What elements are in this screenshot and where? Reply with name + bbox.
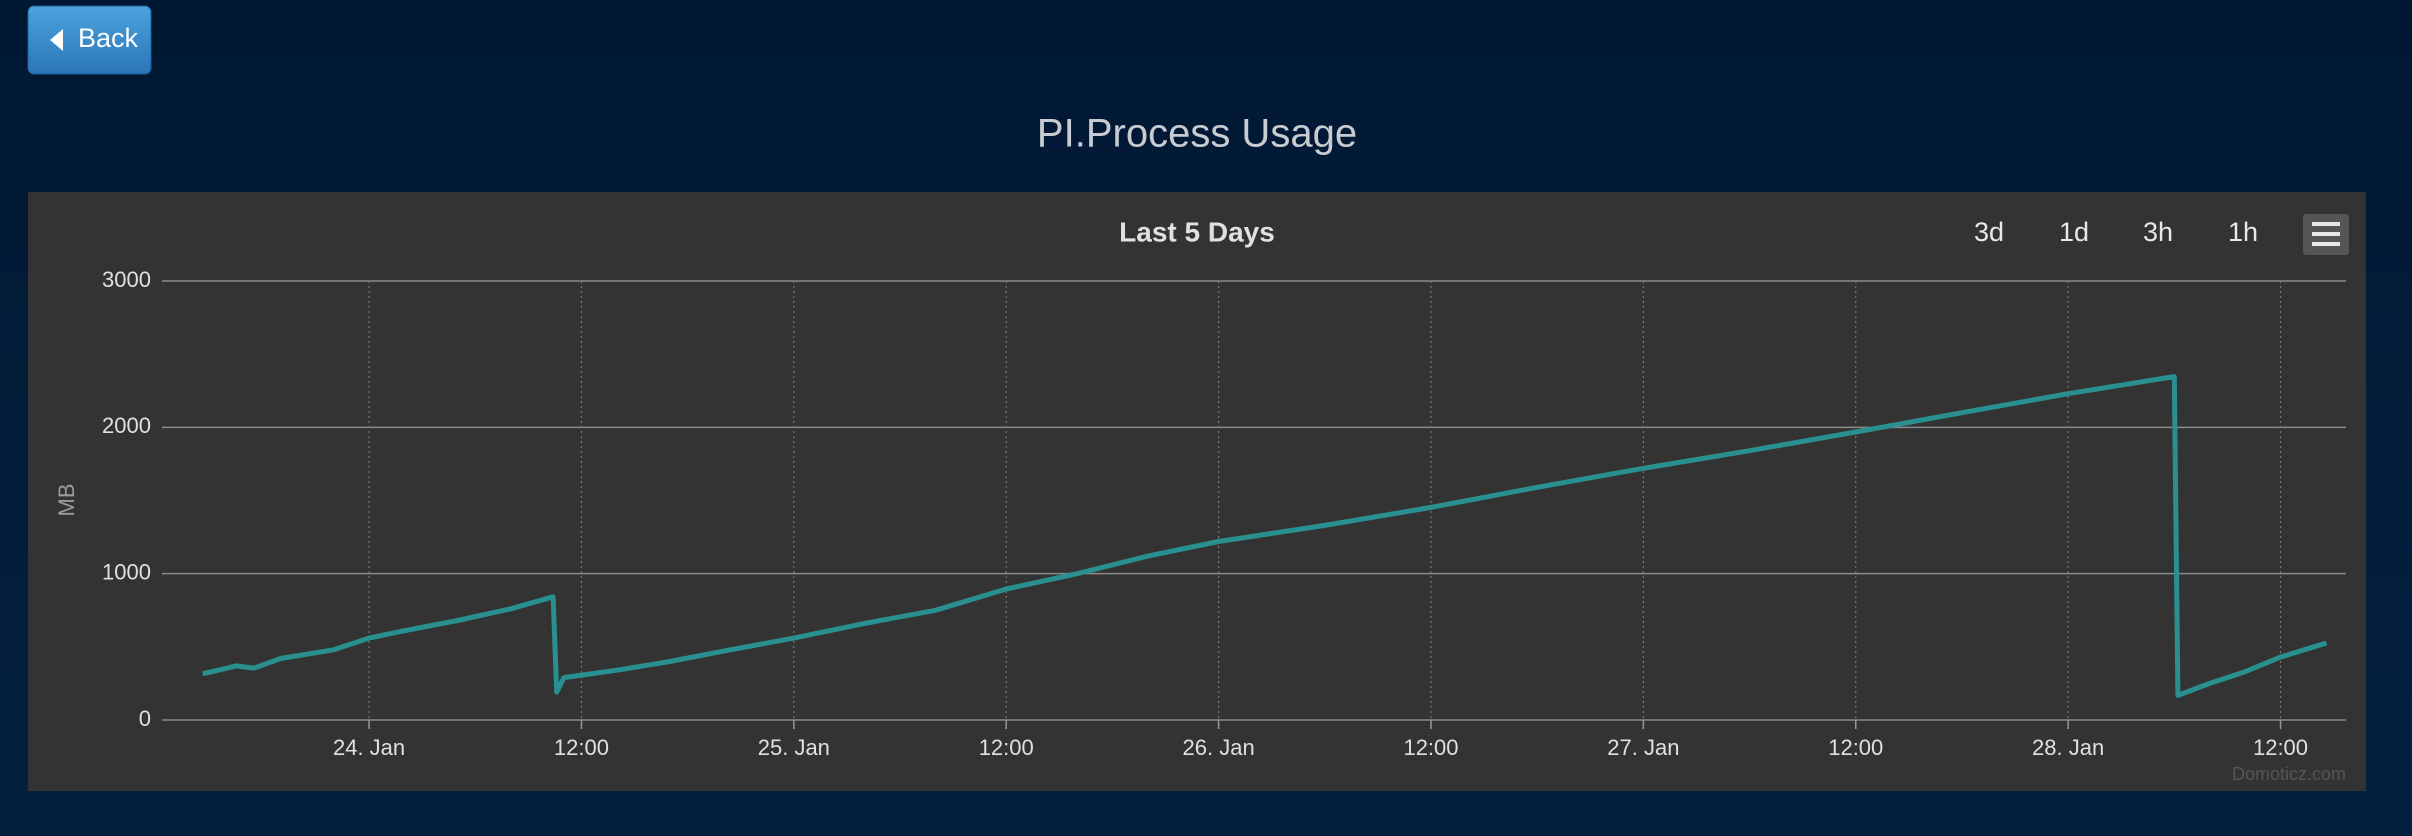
- menu-icon-bar: [2312, 242, 2340, 246]
- page-title: PI.Process Usage: [1037, 112, 1357, 156]
- back-arrow: [50, 29, 63, 51]
- x-tick-label: 12:00: [1403, 735, 1458, 760]
- x-tick-label: 25. Jan: [758, 735, 830, 760]
- menu-icon-bar: [2312, 222, 2340, 226]
- y-tick-label: 3000: [102, 267, 151, 292]
- y-tick-label: 1000: [102, 559, 151, 584]
- x-tick-label: 12:00: [1828, 735, 1883, 760]
- x-tick-label: 12:00: [554, 735, 609, 760]
- y-axis-label: MB: [54, 484, 79, 517]
- x-tick-label: 28. Jan: [2032, 735, 2104, 760]
- chart-panel: [28, 192, 2366, 791]
- y-tick-label: 0: [139, 706, 151, 731]
- back-label[interactable]: Back: [78, 23, 139, 53]
- chart-title: Last 5 Days: [1119, 216, 1275, 247]
- x-tick-label: 26. Jan: [1183, 735, 1255, 760]
- menu-button[interactable]: [2303, 214, 2349, 255]
- back-button-bg[interactable]: [27, 5, 152, 75]
- range-button[interactable]: 1h: [2228, 217, 2258, 247]
- range-button[interactable]: 3h: [2143, 217, 2173, 247]
- back-button[interactable]: Back: [27, 5, 152, 75]
- x-tick-label: 12:00: [2253, 735, 2308, 760]
- y-tick-label: 2000: [102, 413, 151, 438]
- data-line: [202, 374, 2328, 698]
- range-button[interactable]: 1d: [2059, 217, 2089, 247]
- credit: Domoticz.com: [2232, 764, 2346, 784]
- x-tick-label: 12:00: [979, 735, 1034, 760]
- x-tick-label: 27. Jan: [1607, 735, 1679, 760]
- menu-icon-bar: [2312, 232, 2340, 236]
- range-button[interactable]: 3d: [1974, 217, 2004, 247]
- x-tick-label: 24. Jan: [333, 735, 405, 760]
